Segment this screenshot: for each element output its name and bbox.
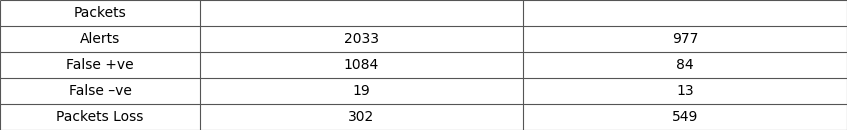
Text: False +ve: False +ve	[66, 58, 134, 72]
Text: 84: 84	[676, 58, 694, 72]
Text: 302: 302	[348, 110, 374, 124]
Text: Packets Loss: Packets Loss	[56, 110, 144, 124]
Text: 549: 549	[672, 110, 698, 124]
Text: 977: 977	[672, 32, 698, 46]
Text: 13: 13	[676, 84, 694, 98]
Text: Alerts: Alerts	[80, 32, 120, 46]
Text: False –ve: False –ve	[69, 84, 131, 98]
Text: 19: 19	[352, 84, 370, 98]
Text: 1084: 1084	[344, 58, 379, 72]
Text: 2033: 2033	[344, 32, 379, 46]
Text: Packets: Packets	[74, 6, 126, 20]
